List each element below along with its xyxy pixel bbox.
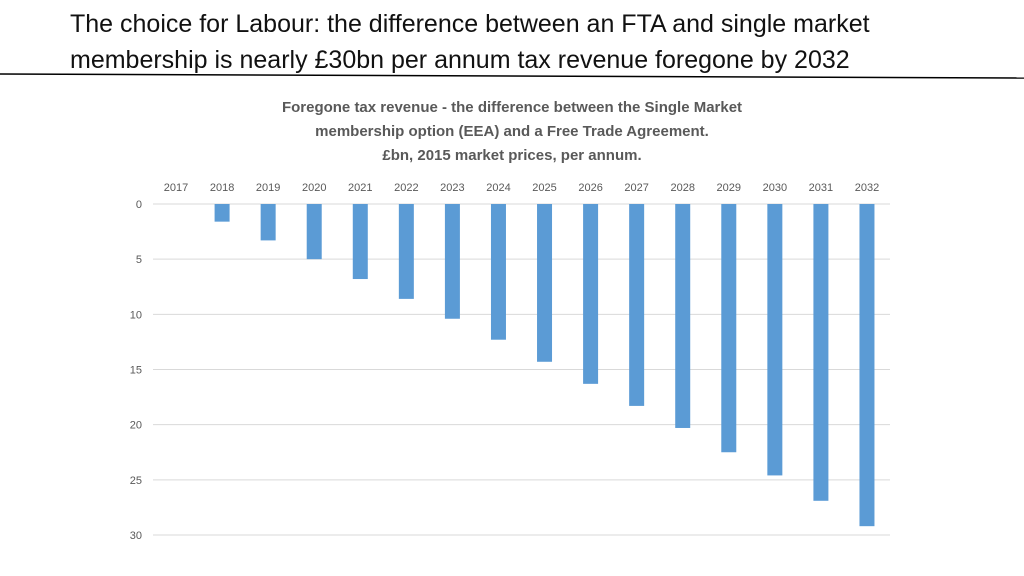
slide-title-line-2: membership is nearly £30bn per annum tax… bbox=[70, 46, 850, 74]
bar-2018 bbox=[214, 204, 230, 222]
y-tick-label: 5 bbox=[136, 254, 142, 266]
x-tick-label: 2023 bbox=[440, 182, 464, 194]
bar-2024 bbox=[490, 204, 506, 340]
chart-title-line-3: £bn, 2015 market prices, per annum. bbox=[382, 147, 642, 164]
x-tick-label: 2020 bbox=[302, 182, 326, 194]
bar-2028 bbox=[675, 204, 691, 428]
slide-title: The choice for Labour: the difference be… bbox=[70, 6, 1010, 78]
y-tick-label: 0 bbox=[136, 199, 142, 211]
x-tick-label: 2024 bbox=[486, 182, 510, 194]
x-tick-label: 2019 bbox=[256, 182, 280, 194]
bar-2025 bbox=[537, 204, 553, 362]
bar-2027 bbox=[629, 204, 645, 406]
x-tick-label: 2029 bbox=[717, 182, 741, 194]
x-tick-label: 2027 bbox=[624, 182, 648, 194]
bar-2021 bbox=[352, 204, 368, 280]
title-divider bbox=[0, 73, 1024, 79]
bar-2026 bbox=[583, 204, 599, 384]
bar-2031 bbox=[813, 204, 829, 501]
bar-2022 bbox=[398, 204, 414, 299]
bar-2032 bbox=[859, 204, 875, 527]
bar-2029 bbox=[721, 204, 737, 453]
y-tick-label: 15 bbox=[130, 365, 142, 377]
x-tick-label: 2017 bbox=[164, 182, 188, 194]
y-tick-label: 10 bbox=[130, 309, 142, 321]
bar-2023 bbox=[444, 204, 460, 319]
bars bbox=[214, 204, 875, 527]
x-tick-label: 2025 bbox=[532, 182, 556, 194]
chart-title-line-2: membership option (EEA) and a Free Trade… bbox=[315, 123, 709, 140]
slide-title-line-1: The choice for Labour: the difference be… bbox=[70, 10, 870, 38]
x-tick-label: 2022 bbox=[394, 182, 418, 194]
y-tick-label: 20 bbox=[130, 420, 142, 432]
x-tick-label: 2026 bbox=[578, 182, 602, 194]
chart-title-line-1: Foregone tax revenue - the difference be… bbox=[281, 99, 743, 116]
y-axis-labels: 0 5 10 15 20 25 30 bbox=[130, 199, 142, 542]
gridlines bbox=[153, 203, 890, 536]
y-tick-label: 30 bbox=[130, 530, 142, 542]
x-axis-labels: 2017 2018 2019 2020 2021 2022 2023 2024 2025 2026… bbox=[164, 182, 879, 194]
x-tick-label: 2030 bbox=[763, 182, 787, 194]
chart-title: Foregone tax revenue - the difference be… bbox=[212, 96, 812, 168]
x-tick-label: 2031 bbox=[809, 182, 833, 194]
bar-2030 bbox=[767, 204, 783, 476]
bar-2020 bbox=[306, 204, 322, 260]
x-tick-label: 2021 bbox=[348, 182, 372, 194]
bar-2019 bbox=[260, 204, 276, 241]
x-tick-label: 2028 bbox=[670, 182, 694, 194]
x-tick-label: 2018 bbox=[210, 182, 234, 194]
x-tick-label: 2032 bbox=[855, 182, 879, 194]
y-tick-label: 25 bbox=[130, 475, 142, 487]
